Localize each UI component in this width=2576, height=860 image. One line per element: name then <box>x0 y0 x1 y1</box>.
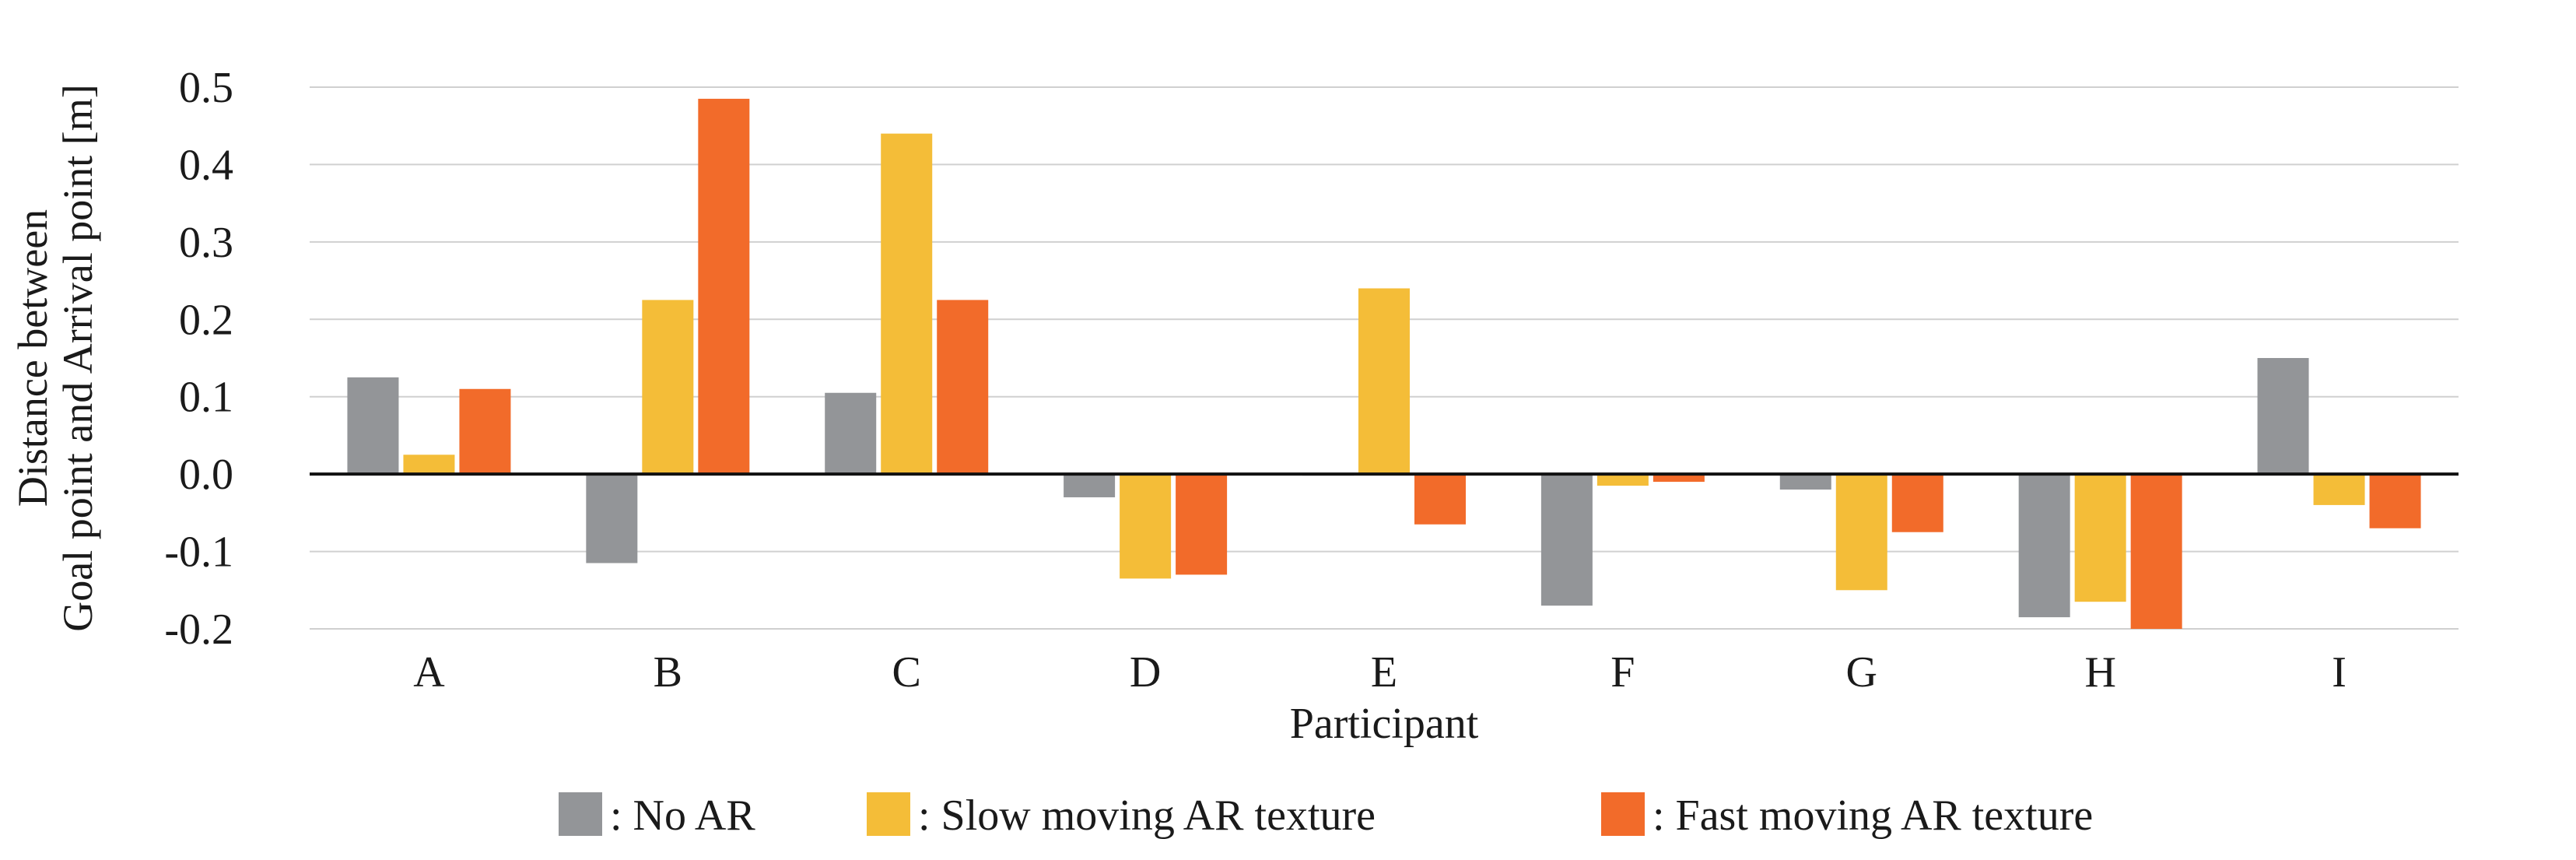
x-tick-label: F <box>1610 648 1635 697</box>
bar-fast-moving-ar-texture-b <box>698 98 750 475</box>
bar-fast-moving-ar-texture-d <box>1176 474 1228 575</box>
bar-no-ar-a <box>347 377 399 475</box>
bar-slow-moving-ar-texture-c <box>881 133 933 475</box>
y-tick-label: 0.1 <box>179 374 233 422</box>
legend-swatch-fast-moving-ar-texture <box>1601 792 1645 836</box>
y-tick-label: 0.5 <box>179 64 233 112</box>
bar-slow-moving-ar-texture-b <box>642 300 694 475</box>
bar-slow-moving-ar-texture-e <box>1358 288 1410 475</box>
legend-label-fast-moving-ar-texture: : Fast moving AR texture <box>1652 792 2093 840</box>
x-tick-label: H <box>2084 648 2115 697</box>
x-tick-label: I <box>2332 648 2346 697</box>
y-axis-title-line-1: Distance between <box>9 209 56 507</box>
bar-no-ar-c <box>825 392 877 475</box>
y-tick-label: 0.4 <box>179 141 233 189</box>
bar-no-ar-h <box>2018 474 2070 618</box>
x-tick-label: E <box>1371 648 1397 697</box>
bar-fast-moving-ar-texture-h <box>2130 474 2182 629</box>
y-axis-title-line-2: Goal point and Arrival point [m] <box>54 84 101 631</box>
bar-fast-moving-ar-texture-c <box>937 300 989 475</box>
bar-slow-moving-ar-texture-i <box>2313 474 2365 505</box>
bar-no-ar-f <box>1540 474 1593 606</box>
legend-label-slow-moving-ar-texture: : Slow moving AR texture <box>918 792 1376 840</box>
legend-swatch-no-ar <box>559 792 602 836</box>
x-axis-title: Participant <box>1290 700 1479 748</box>
legend-label-no-ar: : No AR <box>610 792 755 840</box>
axes: -0.2 -0.1 0.0 0.1 0.2 0.3 0.4 0.5 A B C D E F G H I <box>164 64 2459 697</box>
bar-slow-moving-ar-texture-g <box>1835 474 1887 591</box>
bar-fast-moving-ar-texture-f <box>1652 474 1705 483</box>
y-tick-label: 0.3 <box>179 219 233 267</box>
x-tick-label: B <box>654 648 682 697</box>
x-tick-label: D <box>1130 648 1161 697</box>
y-tick-label: 0.2 <box>179 296 233 344</box>
y-tick-label: -0.2 <box>164 606 233 654</box>
y-tick-label: 0.0 <box>179 451 233 499</box>
bar-no-ar-d <box>1064 474 1116 497</box>
bar-fast-moving-ar-texture-a <box>459 388 511 475</box>
x-tick-label: G <box>1846 648 1877 697</box>
bar-slow-moving-ar-texture-f <box>1596 474 1649 486</box>
legend: : No AR : Slow moving AR texture : Fast mo… <box>559 792 2093 840</box>
bar-no-ar-b <box>586 474 638 563</box>
bars <box>347 98 2421 629</box>
bar-fast-moving-ar-texture-i <box>2369 474 2421 528</box>
legend-swatch-slow-moving-ar-texture <box>867 792 910 836</box>
x-tick-label: C <box>892 648 921 697</box>
bar-no-ar-g <box>1779 474 1831 490</box>
y-axis-title: Distance between Goal point and Arrival … <box>9 84 101 631</box>
bar-slow-moving-ar-texture-a <box>403 455 455 475</box>
bar-slow-moving-ar-texture-h <box>2074 474 2126 602</box>
bar-fast-moving-ar-texture-g <box>1891 474 1943 532</box>
bar-no-ar-i <box>2257 358 2309 475</box>
x-tick-label: A <box>413 648 445 697</box>
y-tick-label: -0.1 <box>164 528 233 577</box>
bar-slow-moving-ar-texture-d <box>1120 474 1172 579</box>
bar-fast-moving-ar-texture-e <box>1414 474 1466 525</box>
